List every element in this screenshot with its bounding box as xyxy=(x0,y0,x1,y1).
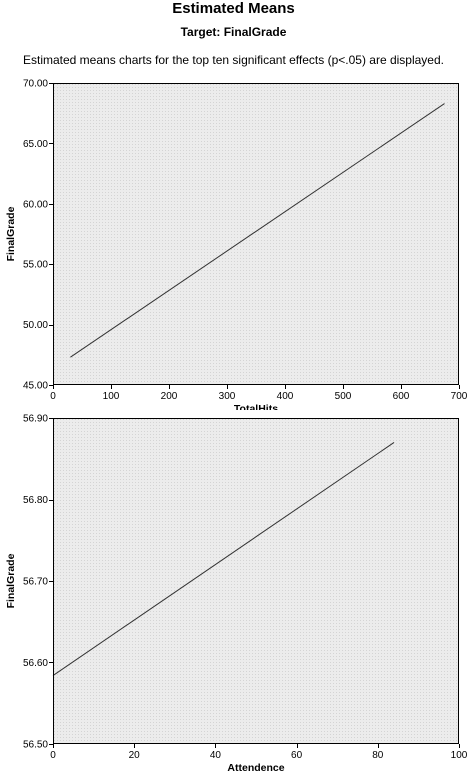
chart-totalhits: 0 100 200 300 400 500 600 700 45.00 50.00 55.00 60.… xyxy=(5,79,467,411)
y-tick-label: 45.00 xyxy=(23,381,48,392)
y-tick-label: 56.60 xyxy=(23,658,48,669)
x-tick-label: 20 xyxy=(129,750,141,761)
plot-area xyxy=(53,83,459,385)
x-axis-label: Attendence xyxy=(227,762,284,774)
page-subtitle: Target: FinalGrade xyxy=(180,25,287,39)
x-tick-label: 0 xyxy=(50,391,56,402)
x-tick-label: 100 xyxy=(103,391,120,402)
series-line-0 xyxy=(70,103,445,358)
x-tick-label: 100 xyxy=(451,750,467,761)
page-title: Estimated Means xyxy=(172,0,295,17)
plot-area xyxy=(53,418,459,744)
y-tick-label: 56.50 xyxy=(23,740,48,751)
x-tick-label: 400 xyxy=(277,391,294,402)
x-tick-label: 60 xyxy=(291,750,303,761)
x-tick-label: 600 xyxy=(393,391,410,402)
y-axis-label: FinalGrade xyxy=(5,553,17,608)
y-tick-label: 70.00 xyxy=(23,79,48,90)
page-note: Estimated means charts for the top ten s… xyxy=(22,53,444,67)
x-axis-label: TotalHits xyxy=(234,403,278,410)
x-tick-label: 700 xyxy=(451,391,467,402)
x-tick-label: 40 xyxy=(210,750,222,761)
x-tick-label: 80 xyxy=(372,750,384,761)
plot-frame xyxy=(53,83,459,385)
y-tick-label: 56.90 xyxy=(23,414,48,425)
chart-attendence: 0 20 40 60 80 100 56.50 56.60 56.70 56.80 56.90 Att… xyxy=(5,414,467,775)
y-tick-label: 65.00 xyxy=(23,139,48,150)
x-tick-label: 300 xyxy=(219,391,236,402)
y-tick-label: 60.00 xyxy=(23,199,48,210)
x-tick-label: 0 xyxy=(50,750,56,761)
x-tick-label: 500 xyxy=(335,391,352,402)
y-tick-label: 56.70 xyxy=(23,577,48,588)
y-tick-label: 56.80 xyxy=(23,495,48,506)
plot-frame xyxy=(53,418,459,744)
y-tick-label: 55.00 xyxy=(23,260,48,271)
series-line-0 xyxy=(52,442,395,676)
y-axis-label: FinalGrade xyxy=(5,206,17,261)
y-tick-label: 50.00 xyxy=(23,320,48,331)
x-tick-label: 200 xyxy=(161,391,178,402)
